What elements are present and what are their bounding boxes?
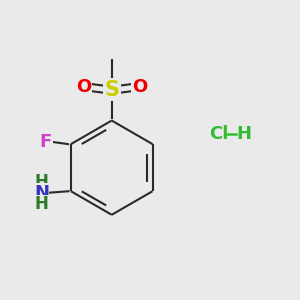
Text: F: F xyxy=(40,133,52,151)
Text: S: S xyxy=(104,80,119,100)
Text: H: H xyxy=(34,195,48,213)
Text: N: N xyxy=(34,184,49,202)
Text: O: O xyxy=(132,78,147,96)
Text: H: H xyxy=(237,125,252,143)
Text: Cl: Cl xyxy=(209,125,228,143)
Text: O: O xyxy=(76,78,92,96)
Text: H: H xyxy=(34,172,48,190)
